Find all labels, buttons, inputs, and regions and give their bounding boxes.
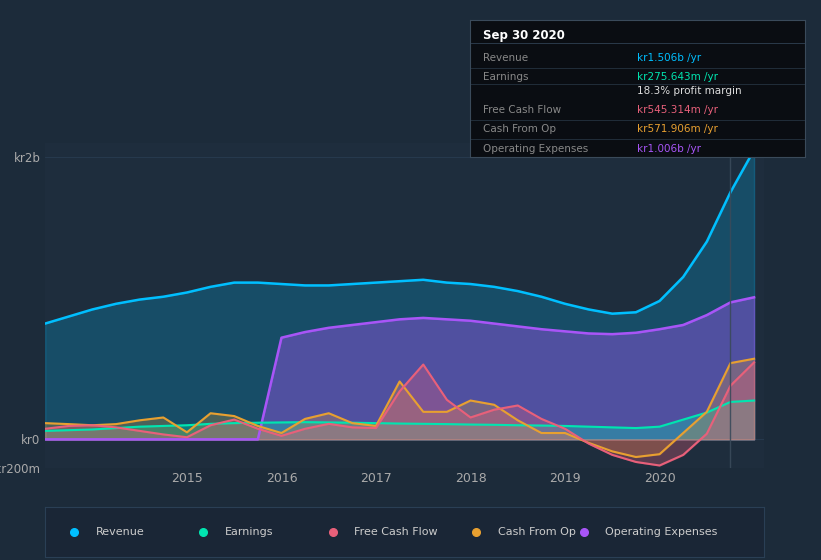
Text: Sep 30 2020: Sep 30 2020 [483,29,565,42]
Text: Free Cash Flow: Free Cash Flow [483,105,561,115]
Text: Cash From Op: Cash From Op [483,124,556,134]
Text: Operating Expenses: Operating Expenses [606,527,718,537]
Text: kr545.314m /yr: kr545.314m /yr [637,105,718,115]
Text: Earnings: Earnings [483,72,529,82]
Text: kr1.006b /yr: kr1.006b /yr [637,143,701,153]
Text: kr275.643m /yr: kr275.643m /yr [637,72,718,82]
Text: Cash From Op: Cash From Op [498,527,576,537]
Text: Revenue: Revenue [95,527,144,537]
Text: Revenue: Revenue [483,53,528,63]
Text: kr571.906m /yr: kr571.906m /yr [637,124,718,134]
Text: kr1.506b /yr: kr1.506b /yr [637,53,701,63]
Text: 18.3% profit margin: 18.3% profit margin [637,86,741,96]
Text: Free Cash Flow: Free Cash Flow [354,527,438,537]
Text: Earnings: Earnings [225,527,273,537]
Text: Operating Expenses: Operating Expenses [483,143,589,153]
